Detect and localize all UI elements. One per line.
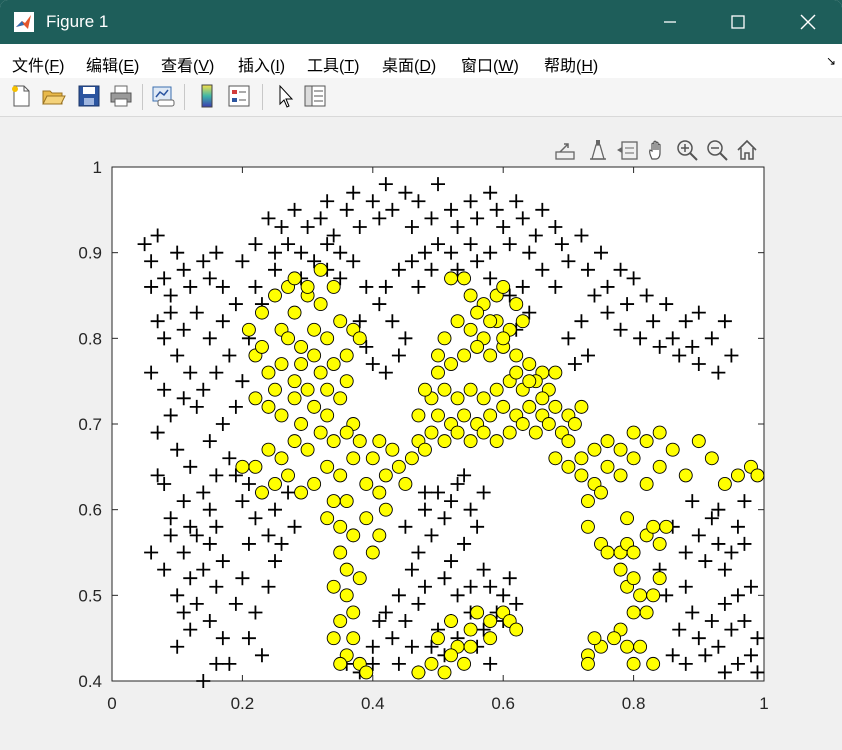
menu-bar: 文件(F) 编辑(E) 查看(V) 插入(I) 工具(T) 桌面(D) 窗口(W… — [0, 44, 842, 79]
save-icon[interactable] — [76, 83, 102, 109]
legend-icon[interactable] — [226, 83, 252, 109]
window-title: Figure 1 — [46, 12, 109, 31]
close-button[interactable] — [778, 0, 838, 44]
figure-canvas — [0, 117, 842, 750]
menu-help[interactable]: 帮助(H) — [544, 58, 599, 75]
maximize-icon — [731, 15, 745, 29]
minimize-icon — [664, 21, 676, 23]
print-icon[interactable] — [108, 83, 134, 109]
data-tip-icon[interactable] — [617, 141, 638, 160]
menu-edit[interactable]: 编辑(E) — [86, 58, 140, 75]
figure-toolbar — [0, 78, 842, 117]
pan-icon[interactable] — [649, 140, 661, 160]
colorbar-icon[interactable] — [194, 83, 220, 109]
menu-tools[interactable]: 工具(T) — [307, 58, 360, 75]
open-file-icon[interactable] — [40, 83, 66, 109]
axes-toolbar — [555, 139, 757, 161]
menu-window[interactable]: 窗口(W) — [461, 58, 519, 75]
property-editor-icon[interactable] — [302, 83, 328, 109]
toolbar-separator — [262, 84, 263, 110]
toolbar-separator — [142, 84, 143, 110]
maximize-button[interactable] — [708, 0, 768, 44]
menu-file[interactable]: 文件(F) — [12, 58, 65, 75]
minimize-button[interactable] — [640, 0, 700, 44]
zoom-in-icon[interactable] — [677, 140, 698, 161]
matlab-icon — [14, 12, 34, 32]
new-figure-icon[interactable] — [8, 83, 34, 109]
link-plot-icon[interactable] — [150, 83, 176, 109]
brush-icon[interactable] — [590, 140, 606, 160]
menu-view[interactable]: 查看(V) — [161, 58, 215, 75]
dock-arrow-icon[interactable]: ↘ — [825, 54, 836, 68]
close-icon — [800, 14, 816, 30]
pointer-icon[interactable] — [272, 83, 298, 109]
menu-insert[interactable]: 插入(I) — [238, 58, 286, 75]
toolbar-separator — [184, 84, 185, 110]
home-icon[interactable] — [737, 139, 757, 160]
title-bar: Figure 1 — [0, 0, 842, 44]
menu-desktop[interactable]: 桌面(D) — [382, 58, 437, 75]
export-icon[interactable] — [555, 143, 575, 160]
zoom-out-icon[interactable] — [707, 140, 728, 161]
